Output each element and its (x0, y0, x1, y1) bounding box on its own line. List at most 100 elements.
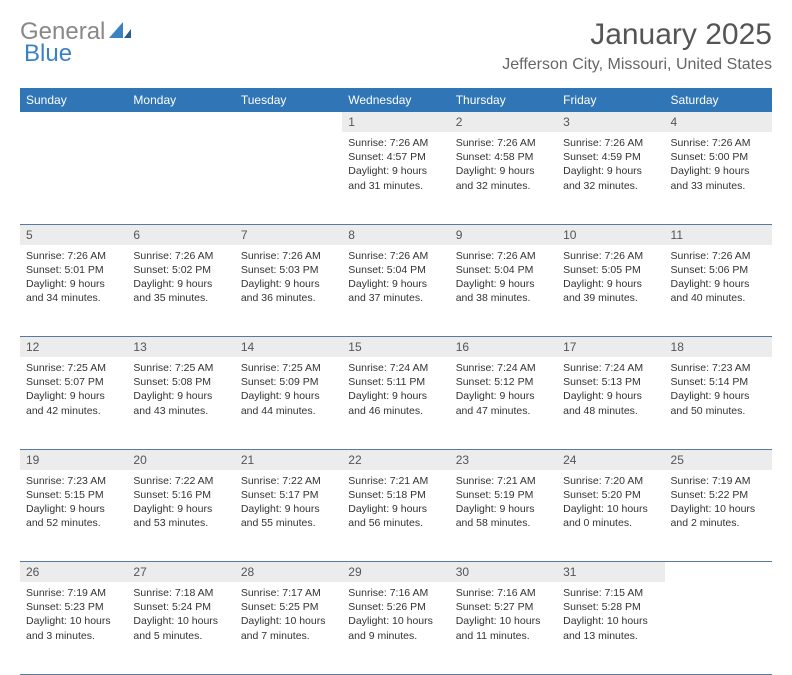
day-body-row: Sunrise: 7:23 AMSunset: 5:15 PMDaylight:… (20, 470, 772, 562)
day-cell-body: Sunrise: 7:26 AMSunset: 5:01 PMDaylight:… (20, 245, 127, 312)
day-cell-body: Sunrise: 7:22 AMSunset: 5:17 PMDaylight:… (235, 470, 342, 537)
day-number-cell: 31 (557, 562, 664, 583)
day-cell-body: Sunrise: 7:21 AMSunset: 5:19 PMDaylight:… (450, 470, 557, 537)
day-number-cell: 1 (342, 112, 449, 132)
day-cell-body: Sunrise: 7:23 AMSunset: 5:15 PMDaylight:… (20, 470, 127, 537)
day-cell: Sunrise: 7:19 AMSunset: 5:23 PMDaylight:… (20, 582, 127, 674)
day-cell-body: Sunrise: 7:26 AMSunset: 4:59 PMDaylight:… (557, 132, 664, 199)
day-cell: Sunrise: 7:26 AMSunset: 5:06 PMDaylight:… (665, 245, 772, 337)
weekday-header: Sunday (20, 88, 127, 112)
day-number-cell: 25 (665, 449, 772, 470)
header: General January 2025 Jefferson City, Mis… (20, 18, 772, 74)
day-cell: Sunrise: 7:17 AMSunset: 5:25 PMDaylight:… (235, 582, 342, 674)
day-number-cell: 13 (127, 337, 234, 358)
day-number-cell: 19 (20, 449, 127, 470)
day-cell-body: Sunrise: 7:26 AMSunset: 5:03 PMDaylight:… (235, 245, 342, 312)
day-body-row: Sunrise: 7:26 AMSunset: 5:01 PMDaylight:… (20, 245, 772, 337)
day-number-cell: 16 (450, 337, 557, 358)
day-cell: Sunrise: 7:23 AMSunset: 5:14 PMDaylight:… (665, 357, 772, 449)
day-cell-body: Sunrise: 7:20 AMSunset: 5:20 PMDaylight:… (557, 470, 664, 537)
day-cell: Sunrise: 7:25 AMSunset: 5:09 PMDaylight:… (235, 357, 342, 449)
day-cell: Sunrise: 7:26 AMSunset: 5:05 PMDaylight:… (557, 245, 664, 337)
day-body-row: Sunrise: 7:25 AMSunset: 5:07 PMDaylight:… (20, 357, 772, 449)
day-cell: Sunrise: 7:18 AMSunset: 5:24 PMDaylight:… (127, 582, 234, 674)
day-number-cell: 29 (342, 562, 449, 583)
day-cell: Sunrise: 7:21 AMSunset: 5:18 PMDaylight:… (342, 470, 449, 562)
day-number-cell: 23 (450, 449, 557, 470)
day-cell-body (127, 132, 234, 142)
day-cell-body: Sunrise: 7:26 AMSunset: 5:05 PMDaylight:… (557, 245, 664, 312)
weekday-header: Tuesday (235, 88, 342, 112)
logo-sail-icon (109, 20, 131, 45)
month-title: January 2025 (502, 18, 772, 52)
day-number-cell: 14 (235, 337, 342, 358)
day-number-cell: 24 (557, 449, 664, 470)
day-cell: Sunrise: 7:26 AMSunset: 5:01 PMDaylight:… (20, 245, 127, 337)
day-cell: Sunrise: 7:26 AMSunset: 5:04 PMDaylight:… (342, 245, 449, 337)
day-number-cell (235, 112, 342, 132)
day-cell-body: Sunrise: 7:26 AMSunset: 5:06 PMDaylight:… (665, 245, 772, 312)
day-number-cell: 3 (557, 112, 664, 132)
day-number-cell: 10 (557, 224, 664, 245)
day-cell: Sunrise: 7:19 AMSunset: 5:22 PMDaylight:… (665, 470, 772, 562)
day-cell-body (235, 132, 342, 142)
weekday-header: Friday (557, 88, 664, 112)
day-number-cell: 12 (20, 337, 127, 358)
day-cell-body (665, 582, 772, 592)
day-cell-body: Sunrise: 7:23 AMSunset: 5:14 PMDaylight:… (665, 357, 772, 424)
day-number-cell (127, 112, 234, 132)
day-number-cell: 7 (235, 224, 342, 245)
day-cell-body: Sunrise: 7:26 AMSunset: 5:02 PMDaylight:… (127, 245, 234, 312)
day-cell-body: Sunrise: 7:25 AMSunset: 5:08 PMDaylight:… (127, 357, 234, 424)
weekday-header: Saturday (665, 88, 772, 112)
day-cell-body: Sunrise: 7:19 AMSunset: 5:23 PMDaylight:… (20, 582, 127, 649)
day-cell-body: Sunrise: 7:24 AMSunset: 5:11 PMDaylight:… (342, 357, 449, 424)
day-cell: Sunrise: 7:22 AMSunset: 5:16 PMDaylight:… (127, 470, 234, 562)
day-cell (20, 132, 127, 224)
location: Jefferson City, Missouri, United States (502, 56, 772, 74)
daynum-row: 1234 (20, 112, 772, 132)
day-cell: Sunrise: 7:24 AMSunset: 5:12 PMDaylight:… (450, 357, 557, 449)
day-cell-body (20, 132, 127, 142)
day-cell: Sunrise: 7:21 AMSunset: 5:19 PMDaylight:… (450, 470, 557, 562)
day-number-cell: 8 (342, 224, 449, 245)
day-cell-body: Sunrise: 7:19 AMSunset: 5:22 PMDaylight:… (665, 470, 772, 537)
day-cell-body: Sunrise: 7:25 AMSunset: 5:09 PMDaylight:… (235, 357, 342, 424)
day-number-cell: 6 (127, 224, 234, 245)
logo-text-blue: Blue (24, 40, 72, 68)
day-number-cell: 2 (450, 112, 557, 132)
day-cell: Sunrise: 7:16 AMSunset: 5:26 PMDaylight:… (342, 582, 449, 674)
day-cell: Sunrise: 7:25 AMSunset: 5:07 PMDaylight:… (20, 357, 127, 449)
day-body-row: Sunrise: 7:19 AMSunset: 5:23 PMDaylight:… (20, 582, 772, 674)
day-number-cell: 27 (127, 562, 234, 583)
day-number-cell: 20 (127, 449, 234, 470)
day-number-cell: 18 (665, 337, 772, 358)
calendar-table: Sunday Monday Tuesday Wednesday Thursday… (20, 88, 772, 675)
day-cell-body: Sunrise: 7:26 AMSunset: 5:04 PMDaylight:… (450, 245, 557, 312)
day-cell: Sunrise: 7:25 AMSunset: 5:08 PMDaylight:… (127, 357, 234, 449)
day-cell: Sunrise: 7:20 AMSunset: 5:20 PMDaylight:… (557, 470, 664, 562)
daynum-row: 567891011 (20, 224, 772, 245)
day-cell-body: Sunrise: 7:15 AMSunset: 5:28 PMDaylight:… (557, 582, 664, 649)
day-number-cell: 30 (450, 562, 557, 583)
day-number-cell (665, 562, 772, 583)
day-cell: Sunrise: 7:23 AMSunset: 5:15 PMDaylight:… (20, 470, 127, 562)
day-cell (127, 132, 234, 224)
day-number-cell: 4 (665, 112, 772, 132)
title-block: January 2025 Jefferson City, Missouri, U… (502, 18, 772, 74)
day-number-cell: 9 (450, 224, 557, 245)
day-cell: Sunrise: 7:15 AMSunset: 5:28 PMDaylight:… (557, 582, 664, 674)
day-cell-body: Sunrise: 7:21 AMSunset: 5:18 PMDaylight:… (342, 470, 449, 537)
day-cell-body: Sunrise: 7:26 AMSunset: 4:58 PMDaylight:… (450, 132, 557, 199)
day-cell: Sunrise: 7:16 AMSunset: 5:27 PMDaylight:… (450, 582, 557, 674)
day-cell: Sunrise: 7:26 AMSunset: 4:58 PMDaylight:… (450, 132, 557, 224)
daynum-row: 12131415161718 (20, 337, 772, 358)
day-cell-body: Sunrise: 7:26 AMSunset: 5:04 PMDaylight:… (342, 245, 449, 312)
day-cell (665, 582, 772, 674)
day-number-cell: 22 (342, 449, 449, 470)
day-cell-body: Sunrise: 7:26 AMSunset: 4:57 PMDaylight:… (342, 132, 449, 199)
day-cell-body: Sunrise: 7:18 AMSunset: 5:24 PMDaylight:… (127, 582, 234, 649)
day-cell-body: Sunrise: 7:24 AMSunset: 5:12 PMDaylight:… (450, 357, 557, 424)
day-body-row: Sunrise: 7:26 AMSunset: 4:57 PMDaylight:… (20, 132, 772, 224)
day-number-cell: 17 (557, 337, 664, 358)
